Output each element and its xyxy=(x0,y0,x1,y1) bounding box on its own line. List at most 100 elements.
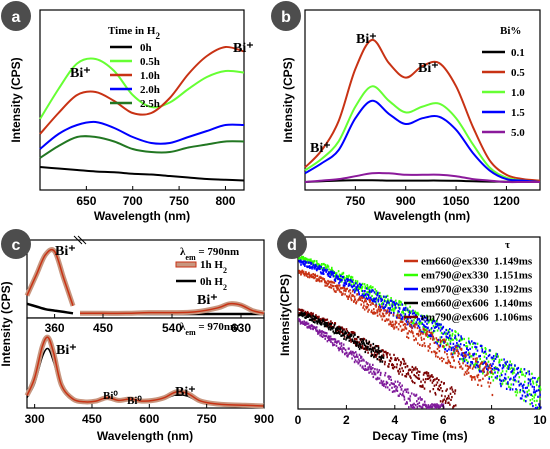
panel-d-data-point xyxy=(506,367,509,370)
panel-d-data-point xyxy=(365,348,367,351)
panel-d-data-point xyxy=(472,354,475,357)
panel-d-data-point xyxy=(466,372,468,375)
panel-b-series xyxy=(304,38,541,184)
panel-d-data-point xyxy=(407,388,409,391)
panel-d-data-point xyxy=(431,374,433,377)
panel-d-data-point xyxy=(450,348,453,352)
panel-b-tick-label: 900 xyxy=(396,194,416,208)
panel-d-data-point xyxy=(501,382,504,385)
panel-d-data-point xyxy=(321,317,324,320)
panel-d-data-point xyxy=(429,343,431,346)
panel-d-data-point xyxy=(435,406,438,409)
panel-d-data-point xyxy=(356,293,359,296)
panel-d-data-point xyxy=(346,295,348,298)
panel-d-data-point xyxy=(421,384,424,387)
panel-d-data-point xyxy=(418,377,421,380)
panel-d-data-point xyxy=(390,378,392,381)
panel-d-data-point xyxy=(405,375,408,378)
panel-d-data-point xyxy=(394,323,396,326)
panel-d-data-point xyxy=(528,389,530,392)
panel-d-data-point xyxy=(331,342,334,345)
panel-d-data-point xyxy=(494,376,497,379)
panel-d-data-point xyxy=(382,354,385,357)
panel-c-top-tick-label: 450 xyxy=(93,321,113,335)
panel-d-data-point xyxy=(485,365,487,368)
panel-d-data-point xyxy=(341,278,343,282)
panel-d-data-point xyxy=(486,363,489,366)
panel-d-data-point xyxy=(415,314,417,317)
panel-d-data-point xyxy=(398,300,400,303)
panel-d-data-point xyxy=(379,291,381,295)
panel-d-data-point xyxy=(381,360,383,363)
panel-d-data-point xyxy=(430,328,432,331)
panel-d-data-point xyxy=(381,354,383,357)
panel-d-data-point xyxy=(342,332,344,335)
panel-d-data-point xyxy=(531,394,534,397)
panel-d-data-point xyxy=(357,335,360,339)
panel-d-data-point xyxy=(426,371,428,374)
panel-d-data-point xyxy=(304,273,306,276)
panel-d-data-point xyxy=(449,346,452,349)
panel-d-data-point xyxy=(441,400,444,403)
panel-d-data-point xyxy=(411,371,413,374)
panel-d-data-point xyxy=(374,344,377,348)
panel-d-data-point xyxy=(475,360,478,363)
panel-d-data-point xyxy=(434,341,437,344)
panel-d-data-point xyxy=(310,311,312,315)
panel-d-data-point xyxy=(312,273,314,276)
panel-d-data-point xyxy=(345,290,347,293)
panel-d-data-point xyxy=(463,358,466,361)
panel-d-data-point xyxy=(345,288,348,291)
panel-d-data-point xyxy=(401,311,403,314)
panel-d-data-point xyxy=(350,299,353,302)
panel-d-data-point xyxy=(492,362,494,365)
panel-d-data-point xyxy=(390,324,393,327)
panel-d-data-point xyxy=(370,290,373,293)
panel-b-legend-label: 1.0 xyxy=(511,87,525,99)
panel-d-data-point xyxy=(417,317,419,320)
panel-d-data-point xyxy=(304,310,307,313)
panel-d-data-point xyxy=(437,344,440,347)
panel-d-data-point xyxy=(346,275,349,278)
panel-d-data-point xyxy=(474,345,476,348)
panel-d-data-point xyxy=(383,298,386,301)
panel-d-data-point xyxy=(366,297,369,301)
panel-d-data-point xyxy=(386,300,389,303)
panel-d-data-point xyxy=(348,295,351,298)
panel-d-data-point xyxy=(355,344,357,347)
panel-d-data-point xyxy=(359,343,362,346)
panel-d-data-point xyxy=(338,349,340,352)
panel-d-data-point xyxy=(339,327,342,331)
panel-d-data-point xyxy=(337,327,340,330)
panel-d-data-point xyxy=(425,378,427,381)
panel-d-data-point xyxy=(356,343,358,346)
panel-d-data-point xyxy=(331,269,334,272)
panel-d-data-point xyxy=(336,288,339,291)
panel-d-data-point xyxy=(353,361,356,364)
panel-d-data-point xyxy=(405,309,407,312)
panel-d-data-point xyxy=(419,333,422,336)
panel-b-xlabel: Wavelength (nm) xyxy=(374,209,470,223)
panel-a-tick-label: 700 xyxy=(123,194,143,208)
panel-d-data-point xyxy=(534,391,536,394)
panel-d-data-point xyxy=(338,325,341,328)
panel-d-data-point xyxy=(323,320,326,323)
panel-d-data-point xyxy=(429,337,432,340)
panel-d-data-point xyxy=(422,373,425,376)
panel-d-data-point xyxy=(344,289,346,292)
panel-d-data-point xyxy=(487,366,490,369)
panel-d-data-point xyxy=(400,362,403,365)
panel-d-data-point xyxy=(421,314,424,317)
panel-d-data-point xyxy=(357,284,359,287)
panel-d-data-point xyxy=(424,403,426,406)
panel-d-data-point xyxy=(358,347,361,351)
panel-d-data-point xyxy=(527,382,530,385)
panel-d-data-point xyxy=(449,342,452,345)
panel-d-data-point xyxy=(391,304,393,307)
panel-d-data-point xyxy=(413,312,416,315)
panel-d-data-point xyxy=(372,370,375,373)
panel-d-data-point xyxy=(417,342,419,345)
panel-d-data-point xyxy=(366,368,368,371)
panel-c-top-tick-label: 630 xyxy=(231,321,251,335)
panel-d-data-point xyxy=(504,361,506,364)
